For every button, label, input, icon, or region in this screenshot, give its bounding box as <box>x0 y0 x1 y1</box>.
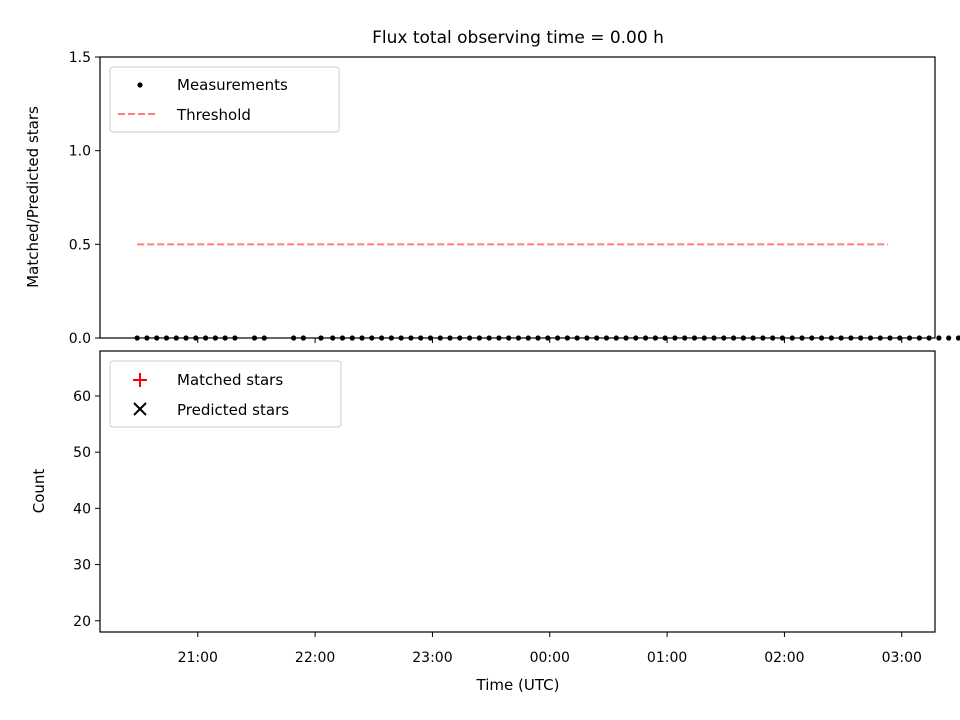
bottom-y-ticks: 20 30 40 50 60 <box>73 389 100 630</box>
x-tick-label: 03:00 <box>882 650 922 666</box>
measurement-point <box>946 335 952 341</box>
x-ticks: 21:00 22:00 23:00 00:00 01:00 02:00 03:00 <box>178 338 922 666</box>
chart-title: Flux total observing time = 0.00 h <box>372 28 664 48</box>
top-y-tick-label: 0.0 <box>69 331 91 347</box>
x-tick-label: 23:00 <box>412 650 452 666</box>
legend-measurements-marker <box>137 82 143 88</box>
bottom-y-tick-label: 50 <box>73 445 91 461</box>
x-tick-label: 21:00 <box>178 650 218 666</box>
top-legend-box <box>109 66 340 133</box>
top-y-tick-label: 1.5 <box>69 50 91 66</box>
top-y-tick-label: 0.5 <box>69 237 91 253</box>
bottom-legend: Matched stars Predicted stars <box>109 360 342 428</box>
legend-threshold-label: Threshold <box>176 106 251 124</box>
x-axis-label: Time (UTC) <box>476 676 560 694</box>
measurement-point <box>955 335 960 341</box>
bottom-y-tick-label: 30 <box>73 558 91 574</box>
top-panel: Matched/Predicted stars 0.0 0.5 1.0 1.5 Mea… <box>24 50 960 347</box>
top-y-ticks: 0.0 0.5 1.0 1.5 <box>69 50 100 347</box>
bottom-panel: Count 20 30 40 50 60 Matched stars Predicted… <box>30 350 936 633</box>
legend-measurements-label: Measurements <box>177 76 288 94</box>
bottom-legend-box <box>109 360 342 428</box>
bottom-y-tick-label: 20 <box>73 614 91 630</box>
top-plot-frame <box>99 56 936 339</box>
top-y-axis-label: Matched/Predicted stars <box>24 106 42 288</box>
x-tick-label: 00:00 <box>530 650 570 666</box>
top-legend: Measurements Threshold <box>109 66 340 133</box>
legend-predicted-marker <box>133 402 147 416</box>
x-tick-label: 02:00 <box>764 650 804 666</box>
bottom-y-tick-label: 60 <box>73 389 91 405</box>
measurement-point <box>936 335 942 341</box>
legend-matched-label: Matched stars <box>177 371 283 389</box>
x-tick-label: 01:00 <box>647 650 687 666</box>
x-tick-label: 22:00 <box>295 650 335 666</box>
top-y-tick-label: 1.0 <box>69 144 91 160</box>
legend-predicted-label: Predicted stars <box>177 401 289 419</box>
bottom-y-tick-label: 40 <box>73 501 91 517</box>
legend-matched-marker <box>133 373 147 387</box>
bottom-y-axis-label: Count <box>30 469 48 514</box>
bottom-plot-frame <box>99 350 936 633</box>
